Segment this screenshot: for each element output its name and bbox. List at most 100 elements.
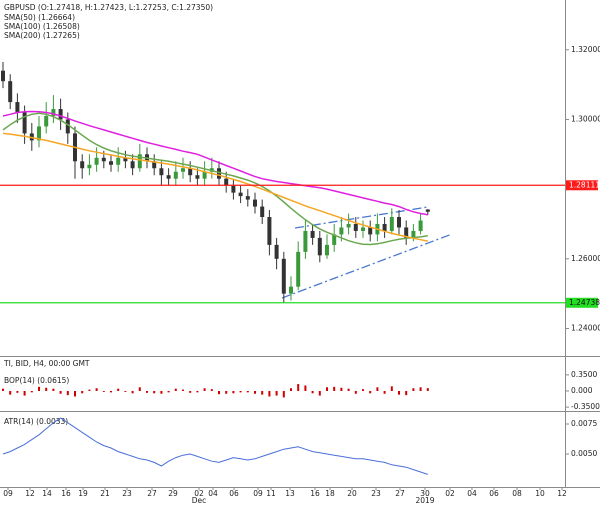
candle-body <box>51 109 56 116</box>
x-tick-label: 10 <box>535 489 545 498</box>
bop-bar <box>304 385 307 391</box>
candle-body <box>425 209 430 212</box>
x-tick-label: 12 <box>557 489 567 498</box>
bop-bar <box>16 390 19 393</box>
trend-line-upper <box>294 206 429 229</box>
candle-body <box>253 199 257 207</box>
x-sublabel: Dec <box>192 496 207 504</box>
y-tick-label: 0.0075 <box>571 419 597 428</box>
bop-bar <box>182 389 184 391</box>
bop-bar <box>390 386 393 391</box>
candle-body <box>404 227 409 238</box>
candle-body <box>37 126 41 141</box>
bop-bar <box>318 390 321 396</box>
atr-line <box>2 417 428 475</box>
candle-body <box>15 102 20 113</box>
bop-bar <box>30 390 33 393</box>
bop-bar <box>426 388 429 391</box>
candle-body <box>44 115 49 127</box>
candle-body <box>389 217 394 231</box>
bop-bar <box>81 390 84 394</box>
candle-body <box>260 206 265 218</box>
y-tick-label: 0.0050 <box>571 449 597 458</box>
candle-body <box>1 70 5 82</box>
candle-body <box>267 217 272 245</box>
bop-bar <box>88 389 91 391</box>
candle-body <box>411 230 416 238</box>
bop-bar <box>261 390 264 395</box>
x-tick-label: 30 <box>420 489 430 498</box>
bop-bar <box>340 387 343 391</box>
candle-body <box>317 237 322 256</box>
x-tick-label: 09 <box>253 489 263 498</box>
x-tick-label: 14 <box>42 489 52 498</box>
bop-bar <box>239 390 242 393</box>
candle-body <box>202 171 207 179</box>
candle-body <box>65 119 70 134</box>
indicator-label: ATR(14) (0.0033) <box>4 417 68 426</box>
candle-body <box>166 175 171 179</box>
bop-bar <box>23 390 26 396</box>
bop-bar <box>210 389 213 391</box>
x-sublabel: 2019 <box>415 496 434 504</box>
candle-body <box>159 168 164 176</box>
bop-bar <box>398 390 400 395</box>
bop-bar <box>311 390 314 394</box>
x-tick-label: 29 <box>168 489 178 498</box>
bop-bar <box>66 390 69 396</box>
candle-body <box>296 251 301 287</box>
candle-body <box>289 286 293 294</box>
bop-bar <box>196 390 199 393</box>
bop-bar <box>203 388 206 391</box>
x-tick-label: 16 <box>61 489 71 498</box>
bop-bar <box>59 390 62 394</box>
symbol-header: GBPUSD (O:1.27418, H:1.27423, L:1.27253,… <box>4 3 213 12</box>
candle-body <box>101 157 106 162</box>
x-tick-label: 16 <box>310 489 320 498</box>
bop-bar <box>146 390 148 393</box>
candle-body <box>22 112 27 134</box>
bop-bar <box>297 384 300 391</box>
candle-body <box>181 168 185 172</box>
bop-bar <box>246 390 249 393</box>
candle-body <box>339 227 344 235</box>
bop-bar <box>9 390 12 395</box>
candle-body <box>238 192 243 197</box>
candle-body <box>109 161 113 165</box>
sma-line <box>2 132 428 242</box>
y-tick-label: -0.3500 <box>571 402 600 411</box>
y-tick-label: 1.32000 <box>571 45 600 54</box>
bop-bar <box>376 387 379 391</box>
bop-bar <box>362 389 364 391</box>
bop-bar <box>347 388 350 391</box>
x-tick-label: 04 <box>467 489 477 498</box>
bop-bar <box>282 390 285 398</box>
candle-body <box>346 223 351 228</box>
candle-body <box>231 185 236 193</box>
bop-bar <box>268 390 271 397</box>
bop-bar <box>189 390 192 393</box>
bop-bar <box>117 388 120 391</box>
bop-bar <box>174 388 177 391</box>
candle-body <box>303 230 308 252</box>
bop-bar <box>232 390 235 394</box>
x-tick-label: 18 <box>325 489 335 498</box>
bop-bar <box>218 390 220 395</box>
indicator-label: BOP(14) (0.0615) <box>4 376 69 385</box>
bop-bar <box>124 390 127 392</box>
bop-bar <box>383 390 386 394</box>
candle-body <box>116 157 121 165</box>
x-tick-label: 23 <box>371 489 381 498</box>
pane-info: TI, BID, H4, 00:00 GMT <box>3 359 90 368</box>
x-tick-label: 08 <box>512 489 522 498</box>
bop-bar <box>95 388 98 391</box>
bop-bar <box>225 390 228 394</box>
bop-bar <box>153 390 156 394</box>
candle-body <box>123 157 128 162</box>
x-tick-label: 21 <box>100 489 110 498</box>
candle-body <box>310 230 315 238</box>
trend-lines <box>281 206 453 299</box>
bop-bar <box>52 388 55 391</box>
y-tick-label: 0.000 <box>571 386 593 395</box>
